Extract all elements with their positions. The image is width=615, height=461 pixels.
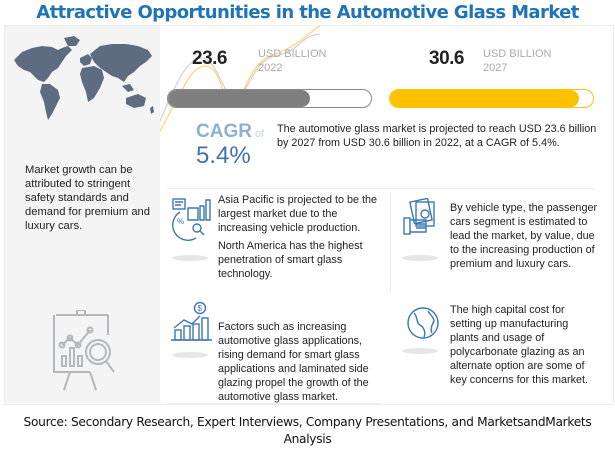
market-bar-2027 <box>389 89 594 108</box>
globe-icon <box>407 307 439 339</box>
svg-text:%: % <box>177 217 184 226</box>
market-bar-fill-2027 <box>390 90 579 107</box>
world-map-icon <box>14 36 154 120</box>
money-hand-icon <box>403 198 435 235</box>
market-year-2027: 2027 <box>483 62 508 74</box>
left-panel-text: Market growth can be attributed to strin… <box>25 164 150 232</box>
regional-analysis-icon: % <box>172 198 211 241</box>
page-title: Attractive Opportunities in the Automoti… <box>36 2 579 23</box>
market-bar-2022 <box>167 89 372 108</box>
icon-shadow <box>172 352 208 358</box>
market-bar-fill-2022 <box>168 90 311 107</box>
card-3-text: Factors such as increasing automotive gl… <box>218 321 369 403</box>
growth-chart-dollar-icon: $ <box>171 301 212 341</box>
market-value-2027: 30.6 <box>429 48 464 69</box>
cagr-of-text: of <box>254 128 265 140</box>
cagr-label-text: CAGR <box>196 121 252 142</box>
source-note: Source: Secondary Research, Expert Inter… <box>23 415 592 446</box>
divider-horizontal <box>167 188 595 189</box>
icon-shadow <box>172 255 208 261</box>
divider-bottom <box>167 403 380 404</box>
market-year-2022: 2022 <box>258 62 283 74</box>
decorative-wave-lines <box>160 26 321 132</box>
card-1-text: Asia Pacific is projected to be the larg… <box>218 194 388 281</box>
icon-shadow <box>402 255 438 261</box>
card-2-text: By vehicle type, the passenger cars segm… <box>450 202 598 270</box>
cagr-label: CAGR of <box>196 121 264 143</box>
card-1-paragraph-2: North America has the highest penetratio… <box>218 239 363 280</box>
market-unit-2027: USD BILLION <box>483 48 552 60</box>
cagr-value: 5.4% <box>196 142 251 169</box>
cagr-summary: The automotive glass market is projected… <box>277 123 597 149</box>
icon-shadow <box>402 348 438 354</box>
card-4-text: The high capital cost for setting up man… <box>450 304 589 386</box>
svg-text:$: $ <box>198 304 203 313</box>
analysis-board-icon <box>53 310 115 391</box>
divider-vertical <box>390 192 391 292</box>
card-1-paragraph-1: Asia Pacific is projected to be the larg… <box>218 194 378 234</box>
market-unit-2022: USD BILLION <box>258 48 327 60</box>
market-value-2022: 23.6 <box>192 48 227 69</box>
